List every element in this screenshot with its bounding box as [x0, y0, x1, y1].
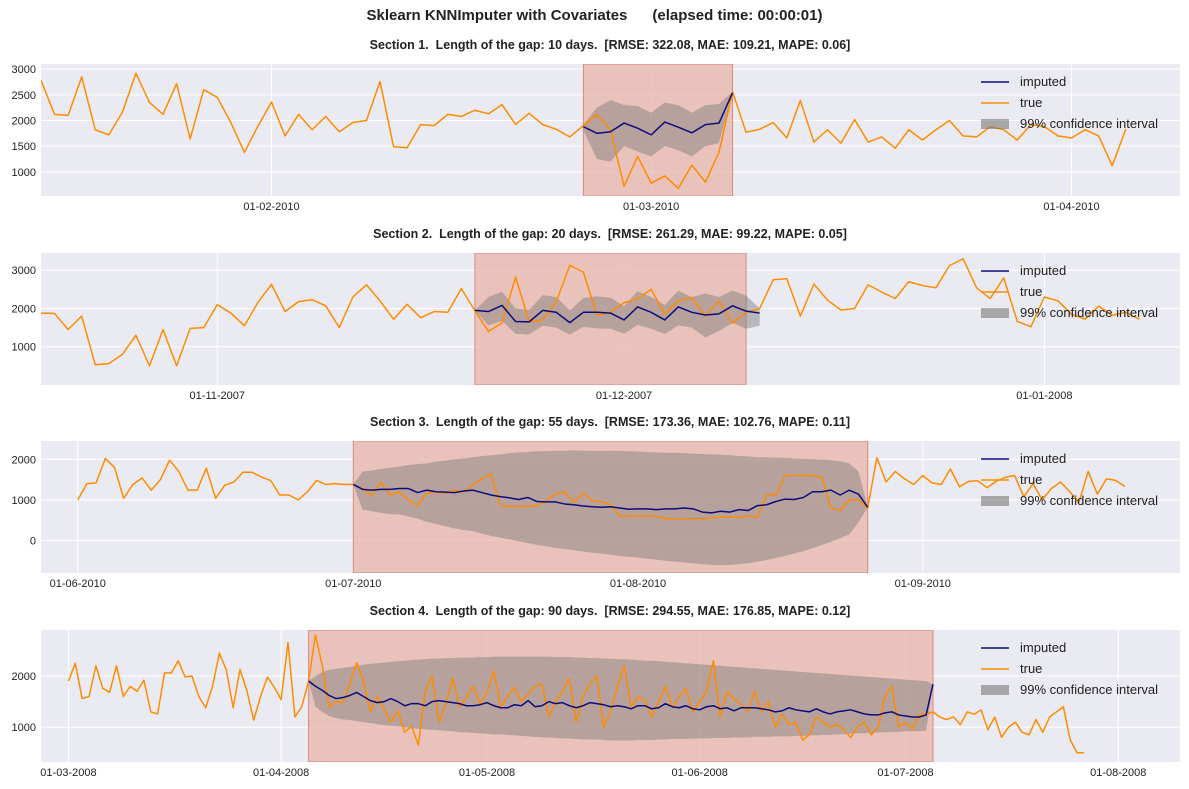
- x-tick-label: 01-11-2007: [190, 390, 245, 402]
- true-series-line: [41, 257, 1140, 367]
- gap-region: [582, 64, 734, 196]
- section-2-chart: 1000 2000 3000 01-11-2007 01-12-2007 01-01-20…: [12, 253, 1180, 402]
- imputed-series-line: [352, 483, 869, 514]
- plot-area: [67, 630, 1084, 762]
- legend-ci-label: 99% confidence interval: [1020, 682, 1158, 697]
- section-4-title: Section 4. Length of the gap: 90 days. […: [369, 604, 851, 618]
- legend: imputed true 99% confidence interval: [981, 74, 1158, 131]
- plot-area: [77, 441, 1126, 573]
- legend-ci-label: 99% confidence interval: [1020, 305, 1158, 320]
- elapsed-time: (elapsed time: 00:00:01): [652, 7, 823, 24]
- legend-imputed-label: imputed: [1020, 640, 1066, 655]
- x-tick-label: 01-12-2007: [596, 390, 652, 402]
- x-tick-label: 01-08-2008: [1090, 767, 1146, 779]
- x-tick-label: 01-03-2010: [623, 201, 679, 213]
- section-1-chart: 1000 1500 2000 2500 3000 01-02-2010 01-03-2010…: [12, 64, 1180, 213]
- section-2-title: Section 2. Length of the gap: 20 days. […: [373, 227, 847, 241]
- legend: imputed true 99% confidence interval: [981, 451, 1158, 508]
- confidence-interval-band: [308, 656, 933, 741]
- section-3-title: Section 3. Length of the gap: 55 days. […: [370, 415, 850, 429]
- y-tick-label: 2000: [12, 115, 36, 127]
- legend-ci-swatch: [981, 685, 1009, 695]
- figure-title-text: Sklearn KNNImputer with Covariates: [366, 7, 628, 24]
- y-tick-label: 1000: [12, 722, 36, 734]
- plot-area: [41, 64, 1127, 196]
- x-tick-label: 01-02-2010: [243, 201, 299, 213]
- legend-ci-swatch: [981, 496, 1009, 506]
- y-tick-label: 2000: [12, 303, 36, 315]
- legend-true-label: true: [1020, 661, 1042, 676]
- x-tick-label: 01-01-2008: [1016, 390, 1072, 402]
- true-series-line: [77, 456, 1126, 520]
- legend-true-label: true: [1020, 95, 1042, 110]
- y-tick-label: 1500: [12, 141, 36, 153]
- y-tick-label: 1000: [12, 495, 36, 507]
- plot-area: [41, 253, 1140, 385]
- legend: imputed true 99% confidence interval: [981, 640, 1158, 697]
- y-tick-label: 1000: [12, 167, 36, 179]
- x-tick-label: 01-05-2008: [459, 767, 515, 779]
- x-tick-label: 01-07-2010: [325, 578, 381, 590]
- figure-title: Sklearn KNNImputer with Covariates (elap…: [0, 7, 1189, 24]
- gap-region: [308, 630, 934, 762]
- legend-imputed-label: imputed: [1020, 451, 1066, 466]
- x-tick-label: 01-06-2008: [672, 767, 728, 779]
- y-tick-label: 2000: [12, 671, 36, 683]
- legend-ci-label: 99% confidence interval: [1020, 116, 1158, 131]
- true-series-line: [67, 634, 1084, 754]
- x-tick-label: 01-03-2008: [40, 767, 96, 779]
- x-tick-label: 01-06-2010: [50, 578, 106, 590]
- legend-ci-swatch: [981, 308, 1009, 318]
- x-tick-label: 01-07-2008: [877, 767, 933, 779]
- y-tick-label: 3000: [12, 265, 36, 277]
- legend-imputed-label: imputed: [1020, 74, 1066, 89]
- legend-ci-label: 99% confidence interval: [1020, 493, 1158, 508]
- legend-imputed-label: imputed: [1020, 263, 1066, 278]
- y-tick-label: 2000: [12, 454, 36, 466]
- legend: imputed true 99% confidence interval: [981, 263, 1158, 320]
- legend-ci-swatch: [981, 119, 1009, 129]
- y-tick-label: 3000: [12, 64, 36, 76]
- imputed-series-line: [308, 680, 934, 718]
- section-3-chart: 0 1000 2000 01-06-2010 01-07-2010 01-08-2010 0…: [12, 441, 1180, 590]
- imputed-series-line: [583, 92, 734, 136]
- section-4-chart: 1000 2000 01-03-2008 01-04-2008 01-05-2008 01…: [12, 630, 1180, 779]
- x-tick-label: 01-09-2010: [895, 578, 951, 590]
- x-tick-label: 01-04-2010: [1043, 201, 1099, 213]
- legend-true-label: true: [1020, 284, 1042, 299]
- confidence-interval-band: [474, 290, 760, 338]
- y-tick-label: 2500: [12, 90, 36, 102]
- confidence-interval-band: [583, 91, 733, 162]
- x-tick-label: 01-04-2008: [253, 767, 309, 779]
- imputed-series-line: [474, 304, 760, 324]
- gap-region: [474, 253, 747, 385]
- section-1-title: Section 1. Length of the gap: 10 days. […: [369, 38, 851, 52]
- true-series-line: [41, 72, 1127, 190]
- legend-true-label: true: [1020, 472, 1042, 487]
- y-tick-label: 0: [30, 536, 36, 548]
- y-tick-label: 1000: [12, 342, 36, 354]
- x-tick-label: 01-08-2010: [610, 578, 666, 590]
